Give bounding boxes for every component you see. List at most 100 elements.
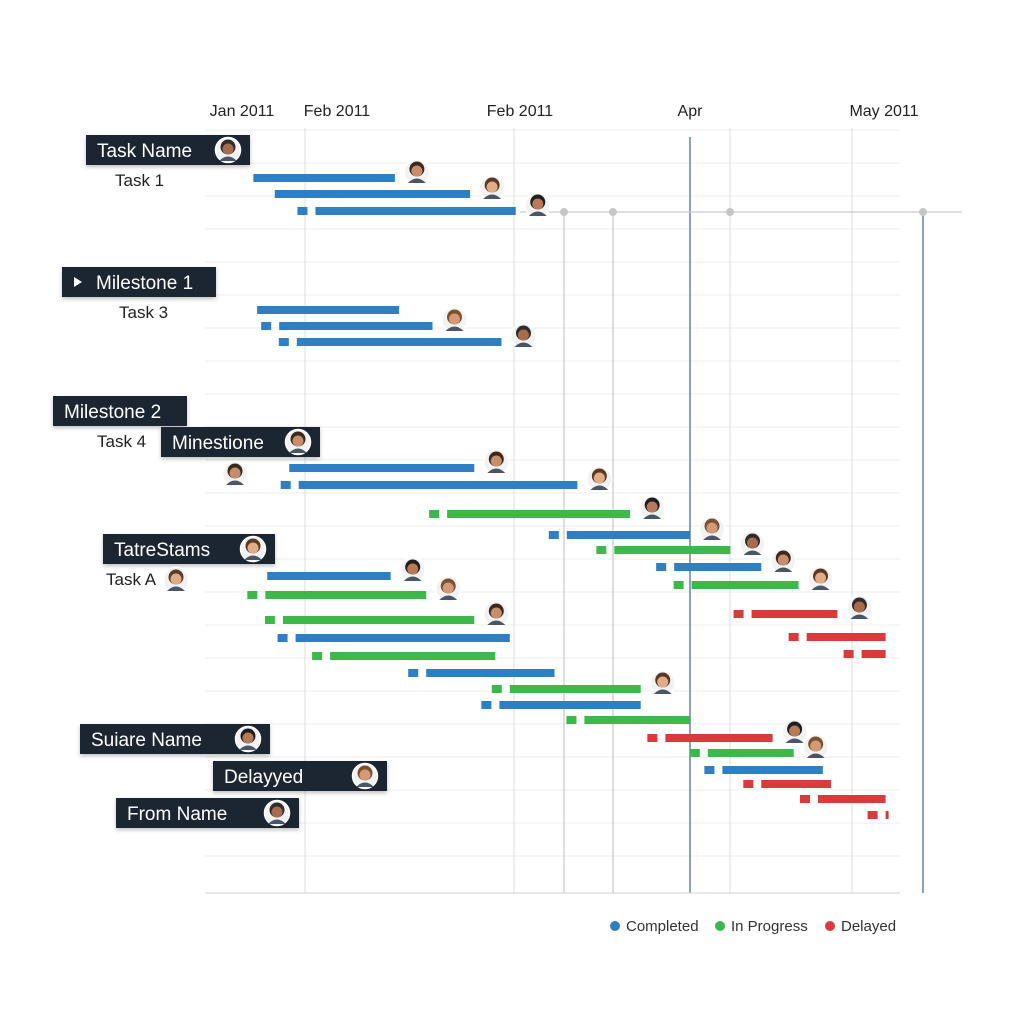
- task-bar: [274, 190, 471, 198]
- avatar-shoulders: [239, 745, 257, 750]
- task-bar-completed: [277, 634, 510, 642]
- task-bar: [330, 652, 496, 660]
- avatar-shoulders: [244, 555, 262, 560]
- avatar-shoulders: [268, 819, 286, 824]
- group-label: Delayyed: [213, 761, 387, 791]
- month-label: Feb 2011: [487, 103, 554, 120]
- avatar: [638, 494, 666, 522]
- task-bar: [257, 306, 400, 314]
- legend-item: Delayed: [825, 918, 896, 935]
- legend-dot: [610, 921, 620, 931]
- task-start-marker: [312, 652, 323, 660]
- avatar: [698, 515, 726, 543]
- avatar-shoulders: [403, 576, 422, 581]
- task-start-marker: [566, 716, 577, 724]
- avatar-face: [292, 435, 304, 447]
- month-label: May 2011: [849, 103, 918, 120]
- avatar-face: [490, 455, 502, 467]
- avatar: [351, 762, 379, 790]
- avatar-face: [815, 572, 827, 584]
- task-bar-in-progress: [264, 600, 510, 628]
- avatar-shoulders: [528, 211, 547, 216]
- task-start-marker: [247, 591, 258, 599]
- avatar: [441, 306, 468, 334]
- legend-label: Delayed: [841, 918, 896, 935]
- month-label: Jan 2011: [210, 103, 275, 120]
- avatar: [434, 575, 462, 603]
- task-start-marker: [491, 685, 502, 693]
- avatar-shoulders: [774, 567, 793, 572]
- task-bar: [509, 685, 641, 693]
- task-bar-completed: [253, 158, 431, 186]
- group-label-text: Suiare Name: [91, 730, 202, 751]
- task-start-marker: [673, 581, 684, 589]
- task-bar-completed: [257, 306, 400, 314]
- task-bar: [296, 338, 502, 346]
- task-bar-in-progress: [312, 652, 496, 660]
- task-start-marker: [843, 650, 854, 658]
- avatar: [483, 448, 510, 476]
- task-start-marker: [264, 616, 275, 624]
- avatar-face: [646, 501, 658, 513]
- legend-dot: [825, 921, 835, 931]
- avatar-shoulders: [487, 468, 506, 473]
- task-bar-in-progress: [673, 565, 834, 593]
- task-bar-completed: [280, 465, 613, 493]
- group-label: Task Name: [86, 135, 250, 165]
- group-label: Suiare Name: [80, 724, 270, 754]
- avatar: [649, 669, 676, 697]
- avatar: [162, 566, 190, 594]
- task-bar-completed: [267, 556, 426, 584]
- labels: Task Name Milestone 1 Milestone 2 Minestion…: [53, 135, 387, 828]
- task-bar-in-progress: [247, 575, 462, 603]
- avatar-shoulders: [289, 448, 307, 453]
- avatar-shoulders: [743, 550, 762, 555]
- avatar-face: [222, 143, 234, 155]
- avatar-face: [442, 582, 454, 594]
- task-label: Task 4: [97, 432, 146, 451]
- avatar-shoulders: [806, 753, 825, 758]
- task-bar-in-progress: [491, 669, 676, 697]
- task-bar-completed: [261, 306, 468, 334]
- task-bar-completed: [297, 191, 552, 219]
- avatar: [403, 158, 431, 186]
- avatar-face: [229, 467, 241, 479]
- task-start-marker: [408, 669, 419, 677]
- task-bar: [426, 669, 555, 677]
- task-start-marker: [867, 811, 878, 819]
- task-start-marker: [280, 481, 291, 489]
- legend-label: In Progress: [731, 918, 808, 935]
- task-bar-delayed: [799, 795, 886, 803]
- task-bar: [722, 766, 823, 774]
- group-label-text: Delayyed: [224, 767, 303, 788]
- task-bar: [806, 633, 886, 641]
- milestone-dot: [919, 208, 927, 216]
- avatar-shoulders: [356, 782, 374, 787]
- task-start-marker: [656, 563, 667, 571]
- task-bar-in-progress: [566, 716, 690, 724]
- avatar-face: [486, 181, 498, 193]
- avatar-face: [593, 472, 605, 484]
- avatar-face: [532, 198, 544, 210]
- group-label-bg: [53, 396, 187, 426]
- avatar: [770, 547, 797, 575]
- avatar-shoulders: [785, 738, 804, 743]
- group-label: From Name: [116, 798, 299, 828]
- legend-label: Completed: [626, 918, 699, 935]
- task-bar-completed: [289, 448, 510, 476]
- group-label: Milestone 2: [53, 396, 187, 426]
- month-header: Jan 2011 Feb 2011 Feb 2011 Apr May 2011: [210, 103, 919, 120]
- avatar-face: [411, 165, 423, 177]
- task-bar-completed: [274, 174, 506, 202]
- task-bar: [447, 510, 631, 518]
- task-bar: [298, 481, 578, 489]
- play-icon: [74, 277, 82, 287]
- bars: [247, 158, 889, 819]
- task-bar-completed: [408, 669, 555, 677]
- avatar-shoulders: [167, 586, 185, 591]
- task-start-marker: [689, 749, 700, 757]
- task-bar-delayed: [647, 718, 808, 746]
- task-bar-completed: [278, 322, 537, 350]
- avatar: [781, 718, 808, 746]
- task-start-marker: [548, 531, 559, 539]
